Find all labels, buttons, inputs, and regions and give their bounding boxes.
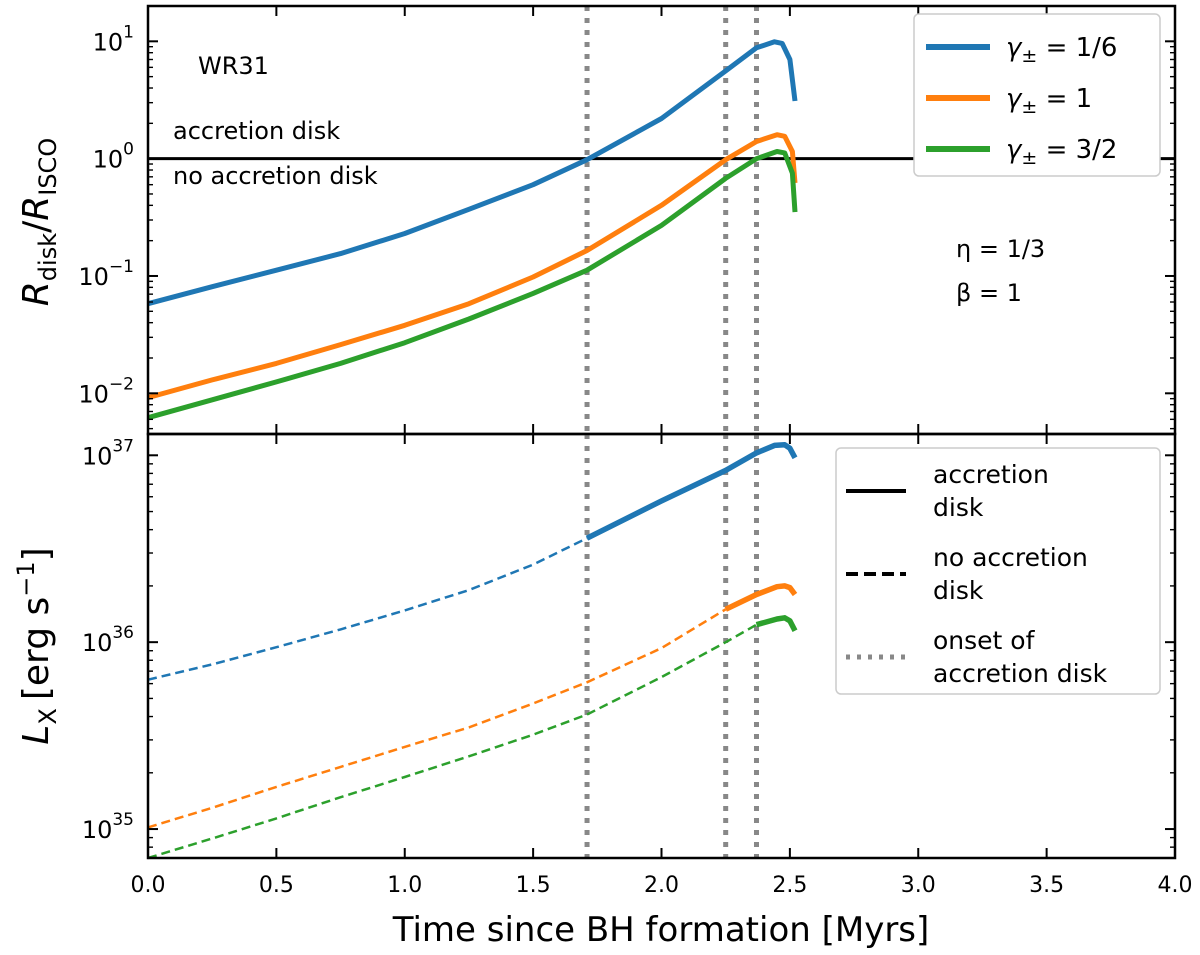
xtick-label-4: 2.0 — [644, 873, 679, 898]
x-axis-label: Time since BH formation [Myrs] — [392, 910, 930, 950]
top-ytick-label-1: 10−1 — [78, 257, 134, 291]
xtick-label-0: 0.0 — [131, 873, 166, 898]
bottom-series-solid-2 — [755, 615, 798, 633]
annotation-star: WR31 — [198, 52, 269, 80]
bottom-legend-entries: accretion disk no accretion disk onset of acc… — [846, 460, 1108, 688]
bottom-legend-label-2-0: onset of — [933, 626, 1036, 655]
xtick-label-1: 0.5 — [259, 873, 294, 898]
annotation-beta: β = 1 — [956, 279, 1022, 307]
bottom-legend: accretion disk no accretion disk onset of acc… — [835, 447, 1161, 695]
xtick-label-8: 4.0 — [1158, 873, 1193, 898]
annotation-above-line: accretion disk — [173, 117, 340, 145]
bottom-series-solid-1 — [724, 583, 798, 612]
bottom-series-dashed-1 — [147, 608, 727, 829]
top-series-line-2 — [147, 149, 798, 421]
legend-label-2: γ± = 3/2 — [1006, 135, 1117, 169]
top-legend-box — [913, 13, 1161, 177]
top-legend-entries: γ± = 1/6 γ± = 1 γ± = 3/2 — [926, 33, 1117, 169]
bottom-series-dashed-2 — [147, 623, 758, 860]
bottom-x-ticks: 0.0 0.5 1.0 1.5 2.0 2.5 3.0 3.5 4.0 — [131, 434, 1193, 898]
bottom-y-axis-label: LX[erg s−1] — [12, 547, 62, 744]
bottom-ytick-label-1: 1036 — [82, 623, 134, 657]
top-y-axis-label: Rdisk/RISCO — [16, 138, 62, 306]
bottom-panel: 1035 1036 1037 0.0 0.5 1.0 1.5 2.0 2.5 3.0 3.5 4.0… — [12, 432, 1193, 950]
xtick-label-7: 3.5 — [1029, 873, 1064, 898]
top-ytick-label-0: 10−2 — [78, 374, 134, 408]
bottom-plot-area — [147, 434, 798, 860]
top-y-ticks: 10−2 10−1 100 101 — [78, 22, 1175, 430]
bottom-legend-label-0-1: disk — [933, 493, 984, 522]
bottom-y-ticks: 1035 1036 1037 — [82, 436, 1175, 848]
xtick-label-6: 3.0 — [901, 873, 936, 898]
top-panel: 10−2 10−1 100 101 WR31 accretion disk no ac… — [16, 4, 1177, 436]
xtick-label-3: 1.5 — [516, 873, 551, 898]
legend-label-1: γ± = 1 — [1006, 84, 1092, 118]
bottom-legend-label-2-1: accretion disk — [933, 659, 1108, 688]
top-legend: γ± = 1/6 γ± = 1 γ± = 3/2 — [913, 13, 1161, 177]
bottom-legend-label-1-1: disk — [933, 576, 984, 605]
bottom-series-solid-0 — [585, 441, 798, 541]
top-ytick-label-2: 100 — [93, 140, 134, 174]
bottom-legend-box — [835, 447, 1161, 695]
top-series-line-0 — [147, 39, 798, 307]
bottom-series-dashed-0 — [147, 537, 588, 681]
bottom-legend-label-1-0: no accretion — [933, 543, 1088, 572]
annotation-eta: η = 1/3 — [956, 235, 1045, 263]
legend-label-0: γ± = 1/6 — [1006, 33, 1117, 67]
bottom-ytick-label-0: 1035 — [82, 810, 134, 844]
xtick-label-2: 1.0 — [387, 873, 422, 898]
bottom-ytick-label-2: 1037 — [82, 436, 134, 470]
top-ytick-label-3: 101 — [93, 22, 134, 56]
top-series-line-1 — [147, 132, 798, 401]
bottom-legend-label-0-0: accretion — [933, 460, 1049, 489]
xtick-label-5: 2.5 — [772, 873, 807, 898]
annotation-below-line: no accretion disk — [173, 162, 378, 190]
